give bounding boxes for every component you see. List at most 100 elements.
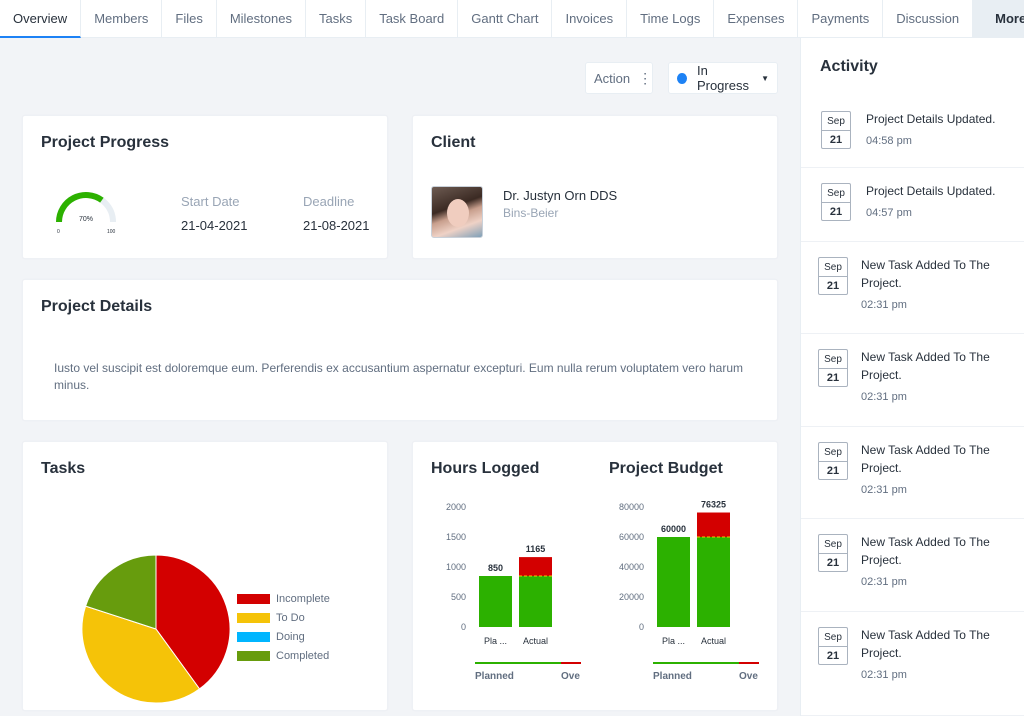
client-name[interactable]: Dr. Justyn Orn DDS <box>503 188 618 203</box>
y-tick-label: 1500 <box>446 532 466 542</box>
y-tick-label: 0 <box>461 622 466 632</box>
y-tick-label: 40000 <box>619 562 644 572</box>
project-description: Iusto vel suscipit est doloremque eum. P… <box>54 361 743 392</box>
tab-milestones[interactable]: Milestones <box>217 0 306 38</box>
tab-time-logs[interactable]: Time Logs <box>627 0 715 38</box>
activity-item: Sep 21 New Task Added To The Project. 02:31… <box>801 519 1024 612</box>
tasks-pie-chart <box>81 554 231 704</box>
activity-time: 04:58 pm <box>866 135 912 147</box>
caret-down-icon: ▼ <box>761 73 769 83</box>
card-title: Tasks <box>41 460 86 477</box>
client-company: Bins-Beier <box>503 206 559 220</box>
footer-planned-label: Planned <box>475 671 514 682</box>
calendar-icon: Sep 21 <box>818 534 848 572</box>
tab-gantt-chart[interactable]: Gantt Chart <box>458 0 553 38</box>
progress-gauge: 70% 0 100 <box>56 192 116 235</box>
activity-day: 21 <box>829 134 843 146</box>
y-tick-label: 500 <box>451 592 466 602</box>
activity-month: Sep <box>822 184 850 203</box>
activity-day: 21 <box>826 465 840 477</box>
pie-slice-completed[interactable] <box>84 554 157 630</box>
activity-item: Sep 21 Project Details Updated. 04:58 pm <box>801 96 1024 168</box>
activity-day: 21 <box>826 557 840 569</box>
bar-overrun[interactable] <box>697 512 730 537</box>
bar-data-label: 76325 <box>701 500 726 510</box>
activity-month: Sep <box>819 535 847 554</box>
client-avatar[interactable] <box>431 186 483 238</box>
activity-time: 02:31 pm <box>861 484 907 496</box>
activity-text: New Task Added To The Project. <box>861 350 990 382</box>
calendar-icon: Sep 21 <box>818 257 848 295</box>
more-label: More <box>995 11 1024 26</box>
hours-budget-card: Hours Logged Project Budget 0 500 1000 1500… <box>412 441 778 711</box>
footer-overrun-label: Ove <box>739 671 758 682</box>
bar-data-label: 60000 <box>661 524 686 534</box>
start-date-value: 21-04-2021 <box>181 218 248 233</box>
activity-item: Sep 21 New Task Added To The Project. 02:31… <box>801 612 1024 716</box>
legend-item-incomplete[interactable]: Incomplete <box>237 589 330 608</box>
overview-main: Action ⋮ In Progress ▼ Project Progress … <box>0 38 800 716</box>
bar-actual[interactable] <box>519 576 552 627</box>
calendar-icon: Sep 21 <box>818 442 848 480</box>
tasks-card: Tasks Incomplete To Do Doing Completed <box>22 441 388 711</box>
gauge-fill <box>56 192 104 223</box>
bar-overrun[interactable] <box>519 557 552 576</box>
tab-invoices[interactable]: Invoices <box>552 0 628 38</box>
bar-data-label: 1165 <box>526 544 546 554</box>
activity-day: 21 <box>826 280 840 292</box>
x-category-label: Pla ... <box>484 636 507 646</box>
tab-expenses[interactable]: Expenses <box>714 0 799 38</box>
client-card: Client Dr. Justyn Orn DDS Bins-Beier <box>412 115 778 259</box>
pie-slice-incomplete[interactable] <box>155 554 231 690</box>
activity-panel: Activity Sep 21 Project Details Updated. 04… <box>800 38 1024 716</box>
project-tabs: Overview Members Files Milestones Tasks … <box>0 0 1024 38</box>
calendar-icon: Sep 21 <box>818 349 848 387</box>
status-dropdown[interactable]: In Progress ▼ <box>668 62 778 94</box>
pie-slice-to-do[interactable] <box>81 605 201 704</box>
card-title: Project Details <box>41 298 153 315</box>
activity-item: Sep 21 New Task Added To The Project. 02:31… <box>801 242 1024 334</box>
activity-item: Sep 21 New Task Added To The Project. 02:31… <box>801 427 1024 519</box>
tab-files[interactable]: Files <box>162 0 217 38</box>
activity-day: 21 <box>826 650 840 662</box>
y-tick-label: 80000 <box>619 502 644 512</box>
tab-payments[interactable]: Payments <box>798 0 884 38</box>
tab-more[interactable]: More↓ <box>973 0 1024 38</box>
activity-month: Sep <box>822 112 850 131</box>
activity-day: 21 <box>829 206 843 218</box>
legend-item-to-do[interactable]: To Do <box>237 608 330 627</box>
card-title: Project Progress <box>41 134 170 151</box>
y-tick-label: 0 <box>639 622 644 632</box>
tab-tasks[interactable]: Tasks <box>306 0 367 38</box>
project-progress-card: Project Progress 70% 0 100 Start Date 21… <box>22 115 388 259</box>
tab-overview[interactable]: Overview <box>0 0 82 38</box>
tab-discussion[interactable]: Discussion <box>883 0 974 38</box>
x-category-label: Actual <box>523 636 548 646</box>
activity-month: Sep <box>819 350 847 369</box>
activity-text: Project Details Updated. <box>866 184 996 198</box>
gauge-max-label: 100 <box>107 229 116 235</box>
vertical-dots-icon: ⋮ <box>638 70 652 86</box>
bar-planned[interactable] <box>657 537 690 627</box>
deadline-value: 21-08-2021 <box>303 218 370 233</box>
activity-text: New Task Added To The Project. <box>861 628 990 660</box>
legend-item-doing[interactable]: Doing <box>237 627 330 646</box>
activity-text: New Task Added To The Project. <box>861 535 990 567</box>
activity-time: 02:31 pm <box>861 576 907 588</box>
activity-text: Project Details Updated. <box>866 112 996 126</box>
activity-title: Activity <box>820 58 878 75</box>
activity-time: 02:31 pm <box>861 669 907 681</box>
bar-actual[interactable] <box>697 537 730 627</box>
y-tick-label: 2000 <box>446 502 466 512</box>
calendar-icon: Sep 21 <box>821 111 851 149</box>
activity-month: Sep <box>819 443 847 462</box>
activity-month: Sep <box>819 628 847 647</box>
bar-planned[interactable] <box>479 576 512 627</box>
tab-members[interactable]: Members <box>81 0 163 38</box>
action-button[interactable]: Action ⋮ <box>585 62 653 94</box>
tab-task-board[interactable]: Task Board <box>366 0 459 38</box>
legend-item-completed[interactable]: Completed <box>237 646 330 665</box>
gauge-min-label: 0 <box>57 229 60 235</box>
x-category-label: Pla ... <box>662 636 685 646</box>
project-budget-chart: 0 20000 40000 60000 80000 60000 Pla ... 76325 Ac… <box>619 500 759 682</box>
